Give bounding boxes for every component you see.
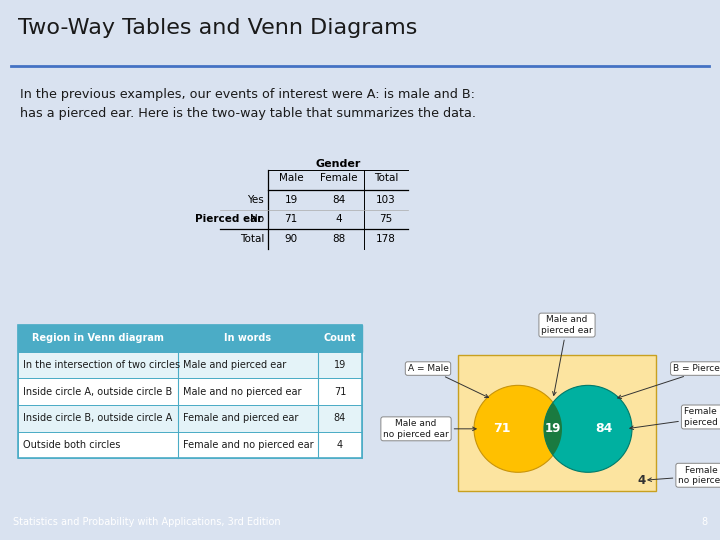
Text: 19: 19: [334, 360, 346, 370]
Text: In the previous examples, our events of interest were A: is male and B:
has a pi: In the previous examples, our events of …: [20, 88, 476, 120]
Text: Two-Way Tables and Venn Diagrams: Two-Way Tables and Venn Diagrams: [18, 18, 418, 38]
Text: Region in Venn diagram: Region in Venn diagram: [32, 333, 164, 343]
Text: 84: 84: [334, 414, 346, 423]
Text: Male and pierced ear: Male and pierced ear: [183, 360, 287, 370]
Text: Male: Male: [279, 173, 303, 183]
FancyBboxPatch shape: [18, 432, 362, 458]
FancyBboxPatch shape: [18, 352, 362, 379]
Text: B = Pierced ear: B = Pierced ear: [618, 364, 720, 399]
Circle shape: [474, 386, 562, 472]
Text: Pierced ear: Pierced ear: [194, 214, 262, 225]
Text: 4: 4: [336, 214, 342, 225]
Text: Outside both circles: Outside both circles: [23, 440, 120, 450]
FancyBboxPatch shape: [18, 379, 362, 405]
Text: 4: 4: [638, 474, 646, 487]
Text: Female and no pierced ear: Female and no pierced ear: [183, 440, 314, 450]
Text: 19: 19: [284, 194, 297, 205]
Text: Male and
pierced ear: Male and pierced ear: [541, 315, 593, 395]
Text: Inside circle B, outside circle A: Inside circle B, outside circle A: [23, 414, 172, 423]
Text: 84: 84: [333, 194, 346, 205]
Text: 8: 8: [701, 517, 707, 528]
Text: Female and
no pierced ear: Female and no pierced ear: [648, 465, 720, 485]
FancyBboxPatch shape: [458, 355, 656, 491]
Text: Female and
pierced ear: Female and pierced ear: [630, 407, 720, 430]
Text: 71: 71: [284, 214, 297, 225]
Text: 178: 178: [376, 234, 396, 244]
Text: In the intersection of two circles: In the intersection of two circles: [23, 360, 180, 370]
Text: Male and no pierced ear: Male and no pierced ear: [183, 387, 302, 397]
Text: Count: Count: [324, 333, 356, 343]
Text: Male and
no pierced ear: Male and no pierced ear: [383, 419, 476, 438]
Text: 103: 103: [376, 194, 396, 205]
Text: Inside circle A, outside circle B: Inside circle A, outside circle B: [23, 387, 172, 397]
Text: No: No: [250, 214, 264, 225]
Text: Total: Total: [374, 173, 398, 183]
Text: Total: Total: [240, 234, 264, 244]
Text: 4: 4: [337, 440, 343, 450]
Text: Gender: Gender: [315, 159, 361, 169]
Text: A = Male: A = Male: [408, 364, 488, 397]
Text: Yes: Yes: [247, 194, 264, 205]
Text: 19: 19: [545, 422, 561, 435]
Text: Female: Female: [320, 173, 358, 183]
Text: Statistics and Probability with Applications, 3rd Edition: Statistics and Probability with Applicat…: [13, 517, 281, 528]
Text: Female and pierced ear: Female and pierced ear: [183, 414, 298, 423]
Polygon shape: [544, 402, 562, 455]
FancyBboxPatch shape: [18, 325, 362, 352]
Text: 88: 88: [333, 234, 346, 244]
Text: 90: 90: [284, 234, 297, 244]
Text: 71: 71: [334, 387, 346, 397]
Text: 84: 84: [595, 422, 613, 435]
Text: In words: In words: [225, 333, 271, 343]
FancyBboxPatch shape: [18, 405, 362, 432]
Circle shape: [544, 386, 632, 472]
Text: 71: 71: [493, 422, 510, 435]
Text: 75: 75: [379, 214, 392, 225]
